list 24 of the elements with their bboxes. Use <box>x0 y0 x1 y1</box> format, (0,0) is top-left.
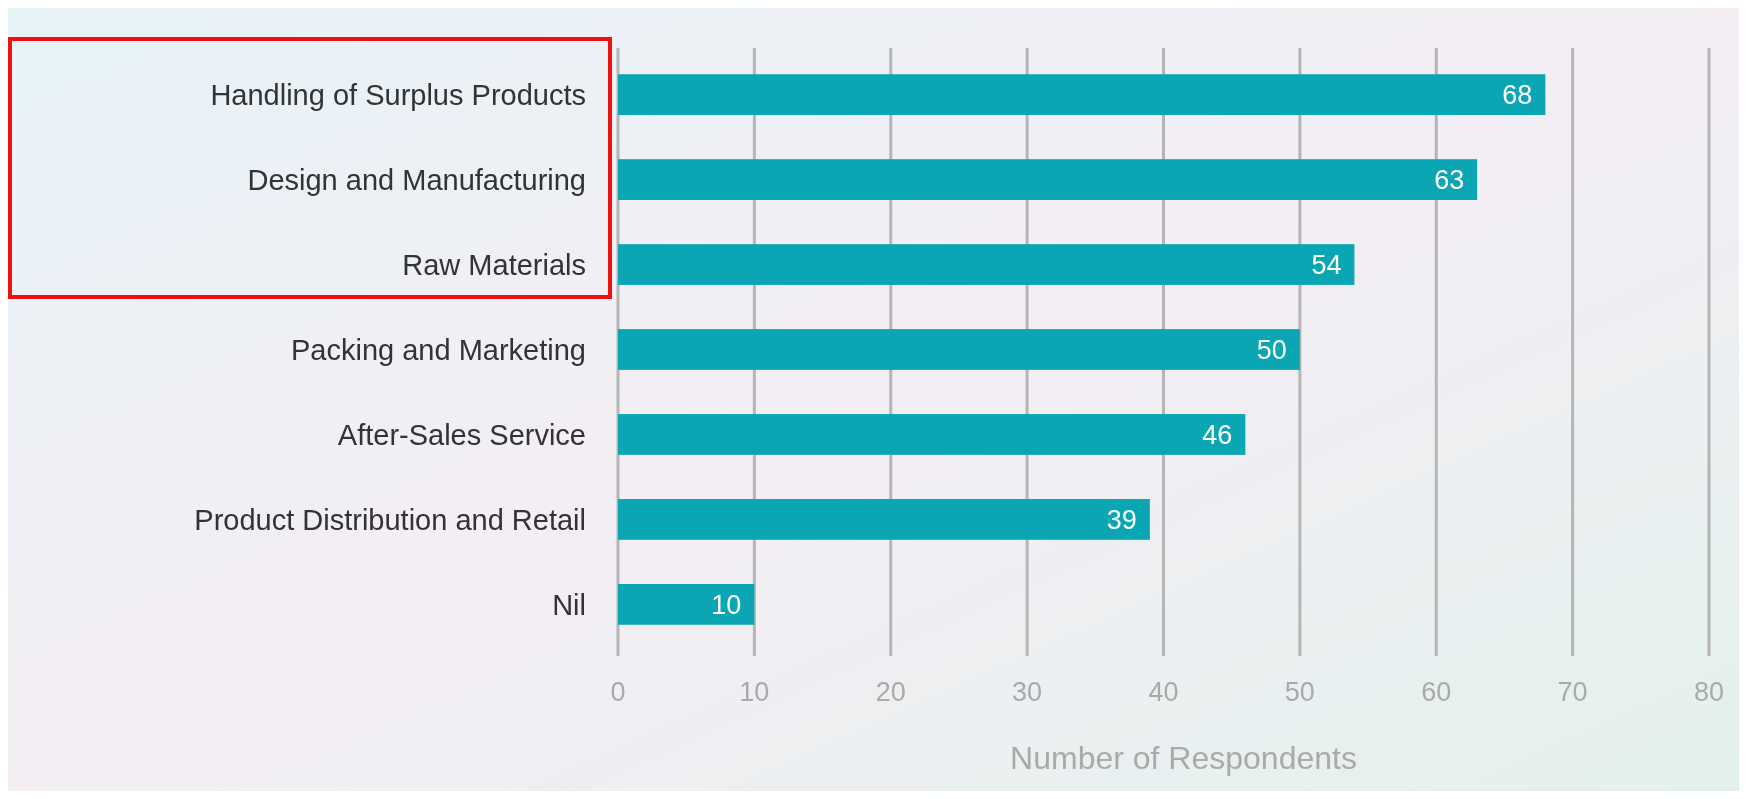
data-label: 54 <box>1311 250 1342 281</box>
x-tick-label: 20 <box>875 677 906 707</box>
y-tick-label: Handling of Surplus Products <box>210 79 586 112</box>
x-tick-label: 70 <box>1557 677 1588 707</box>
y-tick-label: Nil <box>552 588 586 621</box>
data-label: 46 <box>1202 420 1233 451</box>
data-label: 39 <box>1106 505 1137 536</box>
data-label: 68 <box>1502 80 1533 111</box>
data-label: 10 <box>711 590 742 621</box>
x-tick-label: 60 <box>1421 677 1452 707</box>
y-tick-label: Raw Materials <box>402 248 586 281</box>
y-tick-label: Product Distribution and Retail <box>194 503 586 536</box>
y-tick-label: After-Sales Service <box>337 418 586 451</box>
x-tick-label: 10 <box>739 677 770 707</box>
y-tick-label: Design and Manufacturing <box>247 164 586 197</box>
data-label: 50 <box>1256 335 1287 366</box>
x-tick-label: 0 <box>610 677 626 707</box>
x-tick-label: 30 <box>1012 677 1043 707</box>
x-tick-label: 40 <box>1148 677 1179 707</box>
x-axis-title: Number of Respondents <box>1010 740 1357 776</box>
y-tick-label: Packing and Marketing <box>291 333 586 366</box>
data-label: 63 <box>1434 165 1465 196</box>
x-tick-label: 80 <box>1693 677 1725 707</box>
x-tick-label: 50 <box>1284 677 1315 707</box>
